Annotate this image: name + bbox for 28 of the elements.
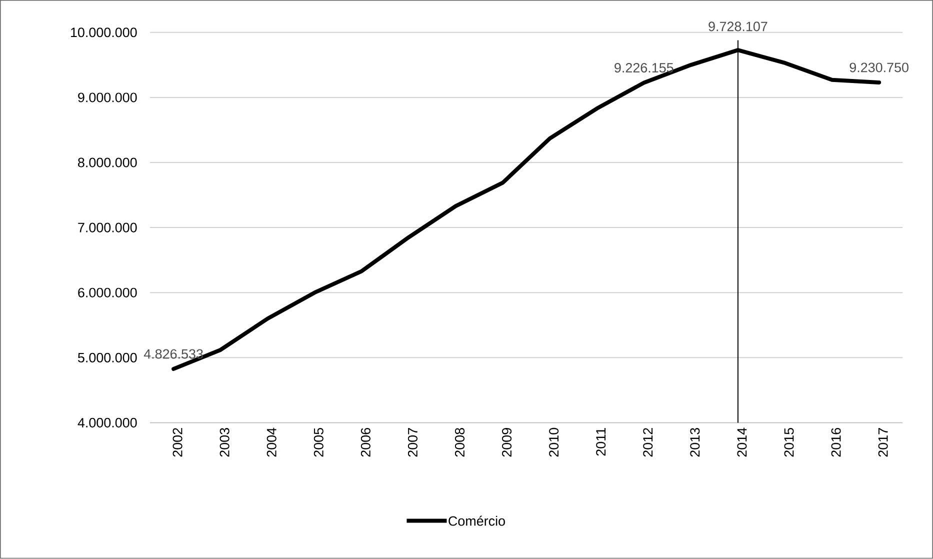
data-label: 9.226.155 — [614, 63, 674, 73]
data-label: 9.230.750 — [850, 62, 908, 72]
x-tick-label: 2010 — [549, 428, 559, 457]
y-tick-label: 6.000.000 — [78, 288, 137, 298]
x-tick-label: 2003 — [220, 428, 230, 457]
x-tick-label: 2011 — [596, 428, 606, 456]
legend-label: Comércio — [448, 516, 505, 526]
y-tick-label: 4.000.000 — [78, 418, 137, 428]
x-tick-label: 2012 — [643, 428, 653, 457]
x-tick-label: 2008 — [454, 428, 465, 457]
x-tick-label: 2016 — [831, 428, 841, 457]
x-tick-label: 2005 — [314, 428, 324, 457]
x-tick-label: 2006 — [360, 428, 370, 457]
x-tick-label: 2007 — [408, 428, 418, 457]
data-label: 4.826.533 — [144, 349, 203, 359]
x-tick-label: 2004 — [266, 428, 276, 457]
x-tick-label: 2013 — [690, 428, 700, 457]
x-tick-label: 2002 — [172, 428, 182, 457]
y-tick-label: 9.000.000 — [78, 92, 137, 102]
x-tick-label: 2009 — [502, 428, 512, 457]
y-tick-label: 5.000.000 — [78, 353, 137, 363]
x-tick-label: 2015 — [784, 428, 794, 457]
y-tick-label: 7.000.000 — [78, 222, 137, 232]
data-label: 9.728.107 — [708, 22, 768, 32]
y-tick-label: 8.000.000 — [78, 158, 137, 168]
x-tick-label: 2017 — [878, 428, 888, 457]
y-tick-label: 10.000.000 — [71, 28, 137, 38]
x-tick-label: 2014 — [737, 428, 747, 457]
